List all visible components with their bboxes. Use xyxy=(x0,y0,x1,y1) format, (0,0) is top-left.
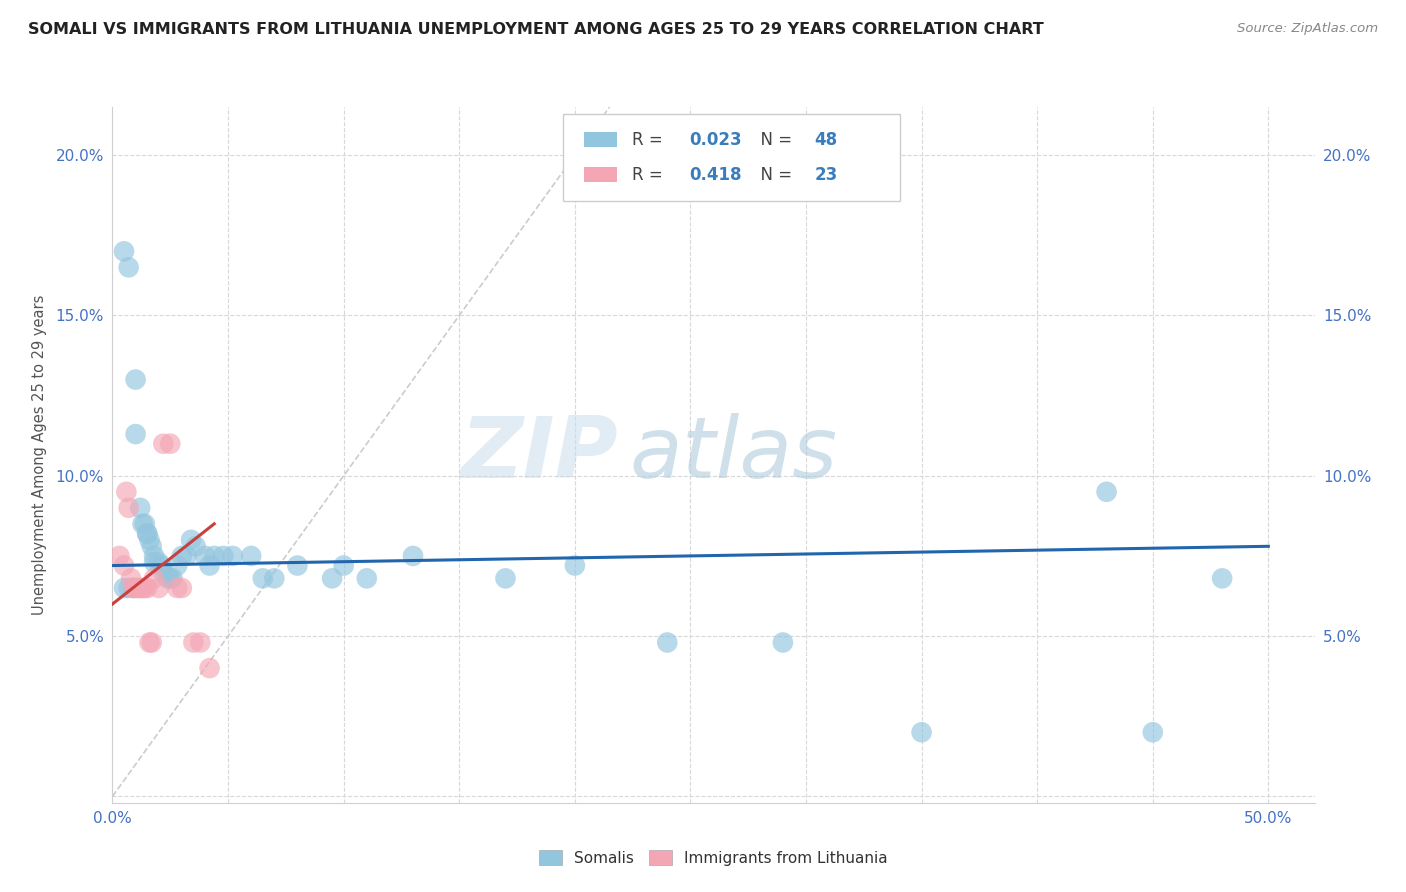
Point xyxy=(118,260,141,275)
Point xyxy=(143,549,166,563)
Point xyxy=(495,571,517,585)
Point xyxy=(184,539,207,553)
Point xyxy=(120,571,142,585)
Point xyxy=(112,558,135,573)
Point xyxy=(1211,571,1233,585)
Point xyxy=(657,635,679,649)
Text: atlas: atlas xyxy=(630,413,838,497)
Point xyxy=(124,373,146,387)
Point xyxy=(136,526,159,541)
Point xyxy=(212,549,235,563)
Point xyxy=(166,558,188,573)
Point xyxy=(124,427,146,442)
Point xyxy=(910,725,932,739)
FancyBboxPatch shape xyxy=(583,132,617,147)
Point xyxy=(263,571,285,585)
Text: 23: 23 xyxy=(814,166,838,184)
Point xyxy=(1142,725,1164,739)
Point xyxy=(1095,484,1118,499)
Point xyxy=(122,581,145,595)
Legend: Somalis, Immigrants from Lithuania: Somalis, Immigrants from Lithuania xyxy=(533,844,894,871)
Point xyxy=(170,581,193,595)
Point xyxy=(252,571,274,585)
Point xyxy=(194,549,217,563)
Point xyxy=(240,549,263,563)
Point xyxy=(122,581,145,595)
Point xyxy=(118,581,141,595)
Point xyxy=(136,581,159,595)
Point xyxy=(321,571,343,585)
Point xyxy=(198,661,221,675)
Point xyxy=(332,558,354,573)
Point xyxy=(170,549,193,563)
Point xyxy=(136,526,159,541)
Point xyxy=(202,549,225,563)
Point xyxy=(138,635,160,649)
Point xyxy=(159,571,181,585)
Point xyxy=(162,571,184,585)
Text: R =: R = xyxy=(631,131,668,149)
Point xyxy=(772,635,794,649)
Point xyxy=(143,555,166,569)
Point xyxy=(134,581,156,595)
Point xyxy=(112,244,135,259)
Point xyxy=(159,436,181,450)
Point xyxy=(124,581,146,595)
Point xyxy=(138,533,160,547)
Point xyxy=(141,539,163,553)
Point xyxy=(148,581,170,595)
Text: 0.418: 0.418 xyxy=(689,166,742,184)
Point xyxy=(131,516,153,531)
Point xyxy=(198,558,221,573)
Text: N =: N = xyxy=(749,166,797,184)
Point xyxy=(150,558,173,573)
Point xyxy=(115,484,138,499)
Point xyxy=(176,549,198,563)
Point xyxy=(180,533,202,547)
Point xyxy=(152,436,174,450)
Text: 48: 48 xyxy=(814,131,838,149)
Point xyxy=(222,549,245,563)
Point xyxy=(129,581,152,595)
Point xyxy=(152,565,174,579)
Point xyxy=(287,558,309,573)
Point xyxy=(129,500,152,515)
Text: R =: R = xyxy=(631,166,668,184)
Point xyxy=(134,516,156,531)
Text: Source: ZipAtlas.com: Source: ZipAtlas.com xyxy=(1237,22,1378,36)
Point xyxy=(108,549,131,563)
Point xyxy=(131,581,153,595)
FancyBboxPatch shape xyxy=(583,167,617,182)
Point xyxy=(112,581,135,595)
Text: 0.023: 0.023 xyxy=(689,131,742,149)
Y-axis label: Unemployment Among Ages 25 to 29 years: Unemployment Among Ages 25 to 29 years xyxy=(32,294,48,615)
Point xyxy=(356,571,378,585)
Point xyxy=(183,635,205,649)
Point xyxy=(143,571,166,585)
Point xyxy=(166,581,188,595)
Point xyxy=(156,571,179,585)
Point xyxy=(118,500,141,515)
Text: SOMALI VS IMMIGRANTS FROM LITHUANIA UNEMPLOYMENT AMONG AGES 25 TO 29 YEARS CORRE: SOMALI VS IMMIGRANTS FROM LITHUANIA UNEM… xyxy=(28,22,1043,37)
Text: N =: N = xyxy=(749,131,797,149)
Point xyxy=(188,635,211,649)
Point xyxy=(564,558,586,573)
Point xyxy=(402,549,425,563)
Point xyxy=(148,555,170,569)
Text: ZIP: ZIP xyxy=(460,413,617,497)
Point xyxy=(127,581,149,595)
Point xyxy=(141,635,163,649)
FancyBboxPatch shape xyxy=(564,114,900,201)
